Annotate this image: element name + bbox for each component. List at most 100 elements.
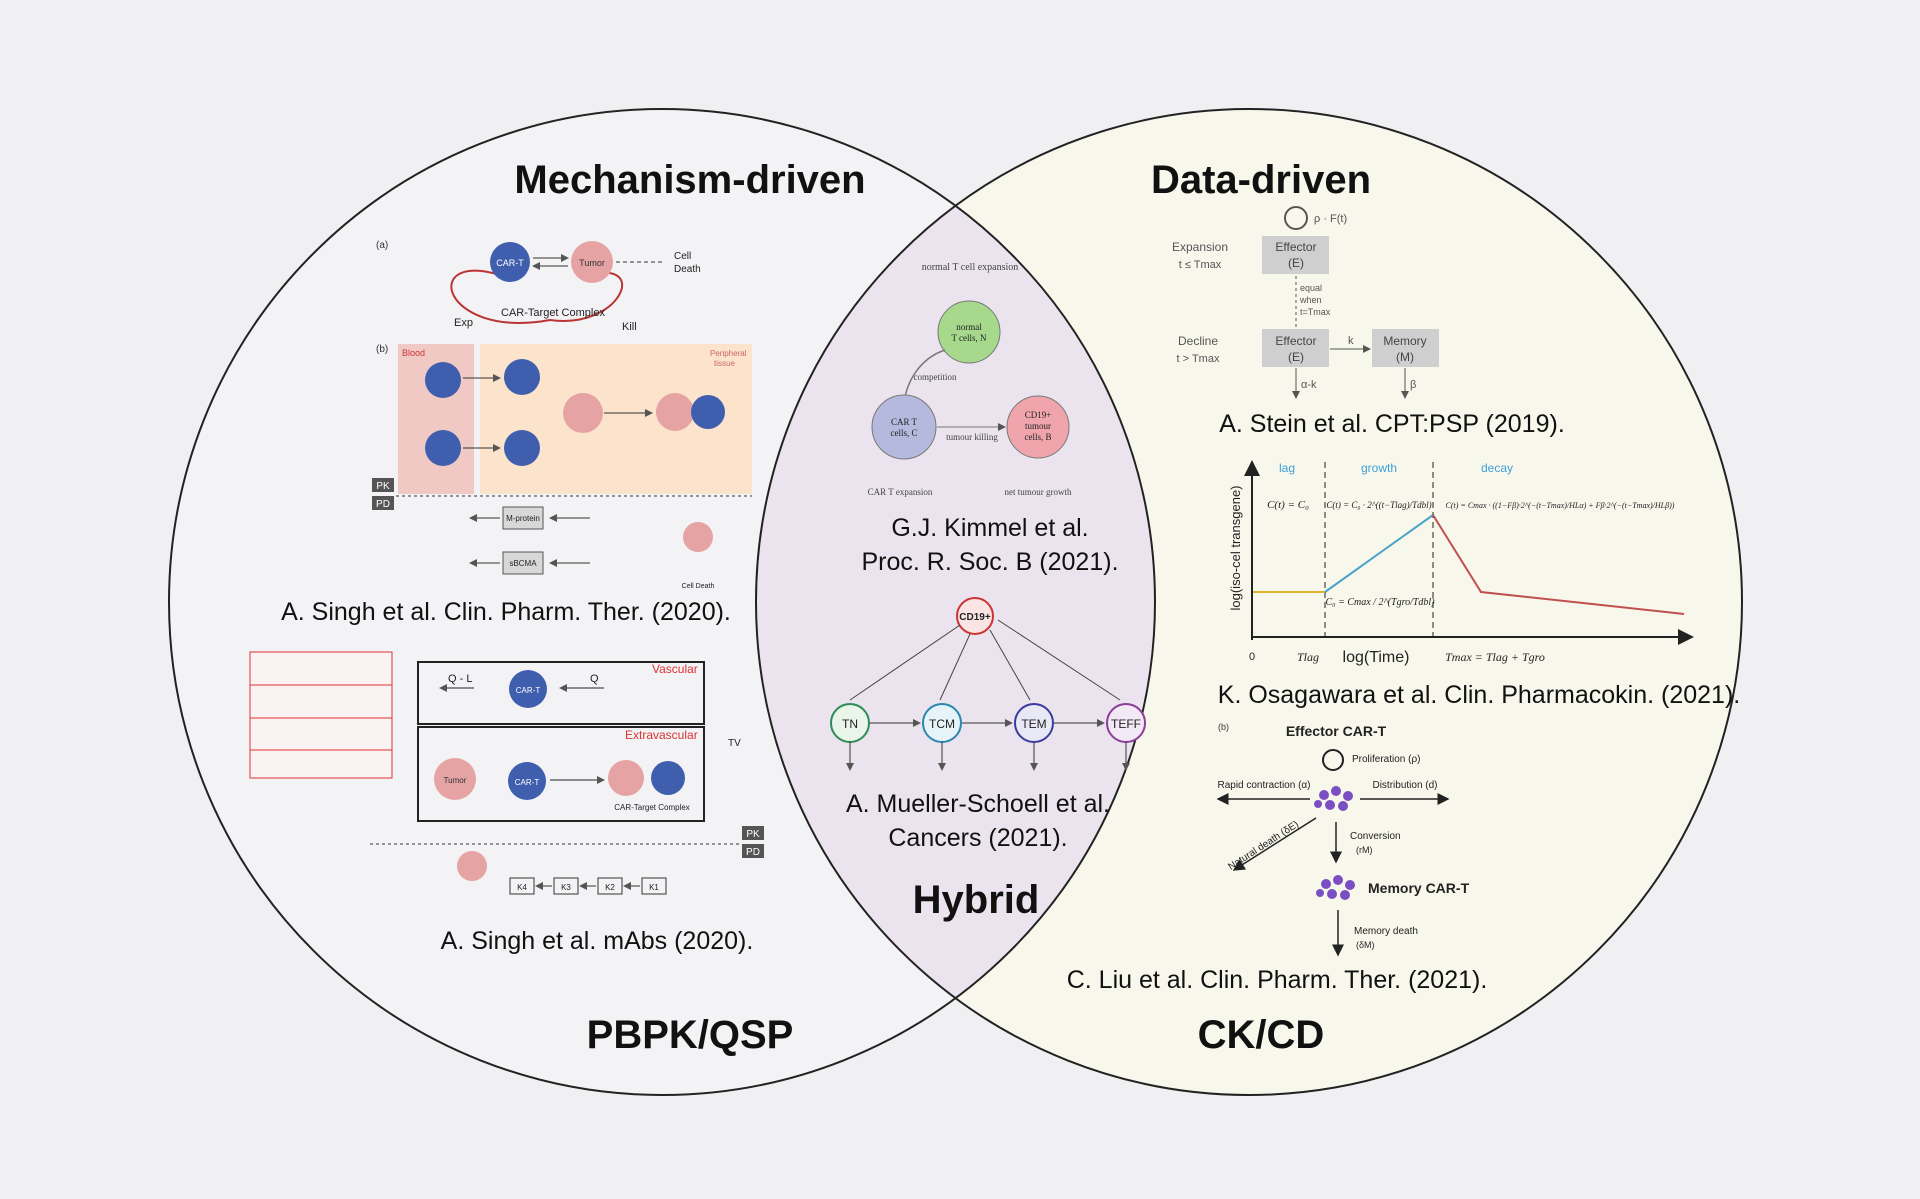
svg-text:Effector CAR-T: Effector CAR-T [1286,723,1387,739]
svg-text:TCM: TCM [929,717,955,731]
svg-text:(δM): (δM) [1356,940,1375,950]
svg-text:Blood: Blood [402,348,425,358]
svg-text:C(t) = C₀ · 2^((t−Tlag)/Tdbl): C(t) = C₀ · 2^((t−Tlag)/Tdbl) [1326,500,1431,510]
svg-text:Proliferation (ρ): Proliferation (ρ) [1352,754,1421,765]
svg-text:0: 0 [1249,651,1255,663]
pd-tag [372,496,394,510]
svg-text:Extravascular: Extravascular [625,728,698,742]
svg-text:when: when [1299,295,1322,305]
memory-cell-cluster [1316,875,1355,900]
svg-text:TEM: TEM [1021,717,1046,731]
svg-text:PD: PD [746,847,760,858]
svg-text:Vascular: Vascular [652,662,698,676]
cd19-node [956,597,994,635]
svg-text:K4: K4 [517,883,527,892]
tumor-cell [571,241,613,283]
svg-text:Memory death: Memory death [1354,926,1418,937]
panel-a-label: (a) [376,240,388,251]
svg-text:Tlag: Tlag [1297,650,1319,664]
ref-kimmel-1: G.J. Kimmel et al. [891,514,1088,542]
svg-text:CD19+: CD19+ [959,612,991,623]
car-t-cells-node [871,394,937,460]
svg-text:Rapid contraction (α): Rapid contraction (α) [1217,780,1310,791]
svg-text:net tumour growth: net tumour growth [1005,487,1072,497]
svg-text:log(Time): log(Time) [1343,649,1410,666]
tumour-cells-node [1006,395,1070,459]
hybrid-overlap [756,109,1155,1095]
pk-tag [372,478,394,492]
svg-text:Death: Death [674,264,701,275]
svg-text:K2: K2 [605,883,615,892]
osagawara-figure: log(iso-cel transgene) lag growth decay … [1228,460,1694,666]
growth-phase-line [1324,514,1434,593]
ref-osagawara: K. Osagawara et al. Clin. Pharmacokin. (… [1218,681,1740,709]
kimmel-figure: normal T cell expansion normal T cells, … [868,262,1072,497]
svg-text:K1: K1 [649,883,659,892]
svg-text:Exp: Exp [454,317,473,329]
svg-text:(M): (M) [1396,350,1414,364]
title-ck-cd: CK/CD [1198,1013,1325,1057]
ref-mueller-1: A. Mueller-Schoell et al. [846,790,1110,818]
svg-text:growth: growth [1361,461,1397,475]
car-t-cell [490,242,530,282]
svg-text:Cell Death: Cell Death [682,583,715,590]
svg-text:Q - L: Q - L [448,673,472,685]
svg-text:tumour: tumour [1025,421,1051,431]
svg-text:(E): (E) [1288,350,1304,364]
svg-text:TV: TV [728,738,741,749]
svg-text:Distribution (d): Distribution (d) [1372,780,1437,791]
effector-cell-cluster [1314,786,1353,811]
svg-text:Cell: Cell [674,251,691,262]
svg-text:(rM): (rM) [1356,845,1373,855]
svg-text:CAR-Target Complex: CAR-Target Complex [614,803,690,812]
svg-text:equal: equal [1300,283,1322,293]
ref-stein: A. Stein et al. CPT:PSP (2019). [1219,410,1565,438]
svg-text:Conversion: Conversion [1350,831,1401,842]
svg-text:CAR-Target Complex: CAR-Target Complex [501,307,605,319]
svg-text:ρ · F(t): ρ · F(t) [1314,213,1347,225]
ref-singh-cpt: A. Singh et al. Clin. Pharm. Ther. (2020… [281,598,731,626]
svg-text:PK: PK [376,481,390,492]
svg-text:t > Tmax: t > Tmax [1177,353,1220,365]
svg-text:β: β [1410,379,1416,391]
svg-text:Expansion: Expansion [1172,240,1228,254]
memory-box [1372,329,1439,367]
normal-t-cells-node [937,300,1001,364]
svg-text:tumour killing: tumour killing [946,432,998,442]
svg-text:CAR-T: CAR-T [496,258,524,268]
svg-text:competition: competition [914,372,957,382]
stein-figure: Expansion t ≤ Tmax Decline t > Tmax ρ · … [1172,206,1439,399]
ref-liu: C. Liu et al. Clin. Pharm. Ther. (2021). [1067,966,1488,994]
svg-text:α-k: α-k [1301,379,1317,391]
svg-text:tissue: tissue [714,359,735,368]
svg-text:Q: Q [590,673,599,685]
ref-kimmel-2: Proc. R. Soc. B (2021). [861,548,1118,576]
singh-cpt-figure: (a) CAR-T Tumor CAR-Target Complex Exp K… [372,240,752,590]
title-hybrid: Hybrid [913,878,1040,922]
svg-text:C(t) = Cmax · ((1−Fβ)·2^(−(t−T: C(t) = Cmax · ((1−Fβ)·2^(−(t−Tmax)/HLα) … [1446,501,1675,510]
title-mechanism-driven: Mechanism-driven [514,158,865,202]
svg-text:Effector: Effector [1275,334,1316,348]
title-data-driven: Data-driven [1151,158,1371,202]
svg-text:PD: PD [376,499,390,510]
effector-box-bottom [1262,329,1329,367]
svg-text:k: k [1348,335,1354,347]
svg-text:TEFF: TEFF [1111,717,1141,731]
svg-text:C₀ = Cmax / 2^(Tgro/Tdbl): C₀ = Cmax / 2^(Tgro/Tdbl) [1325,597,1435,608]
effector-box-top [1262,236,1329,274]
singh-mabs-figure: Vascular Extravascular Q - L Q CAR-T Tum… [249,651,764,895]
svg-text:TN: TN [842,717,858,731]
title-pbpk-qsp: PBPK/QSP [587,1013,794,1057]
svg-text:sBCMA: sBCMA [509,559,537,568]
svg-text:CAR-T: CAR-T [515,778,540,787]
svg-text:(b): (b) [376,344,388,355]
svg-text:Memory CAR-T: Memory CAR-T [1368,880,1470,896]
svg-text:CAR T: CAR T [891,417,918,427]
svg-text:CD19+: CD19+ [1025,410,1052,420]
svg-text:normal: normal [956,322,982,332]
svg-text:M-protein: M-protein [506,514,540,523]
svg-text:Kill: Kill [622,321,637,333]
svg-text:lag: lag [1279,461,1295,475]
decay-phase-line [1432,514,1685,615]
